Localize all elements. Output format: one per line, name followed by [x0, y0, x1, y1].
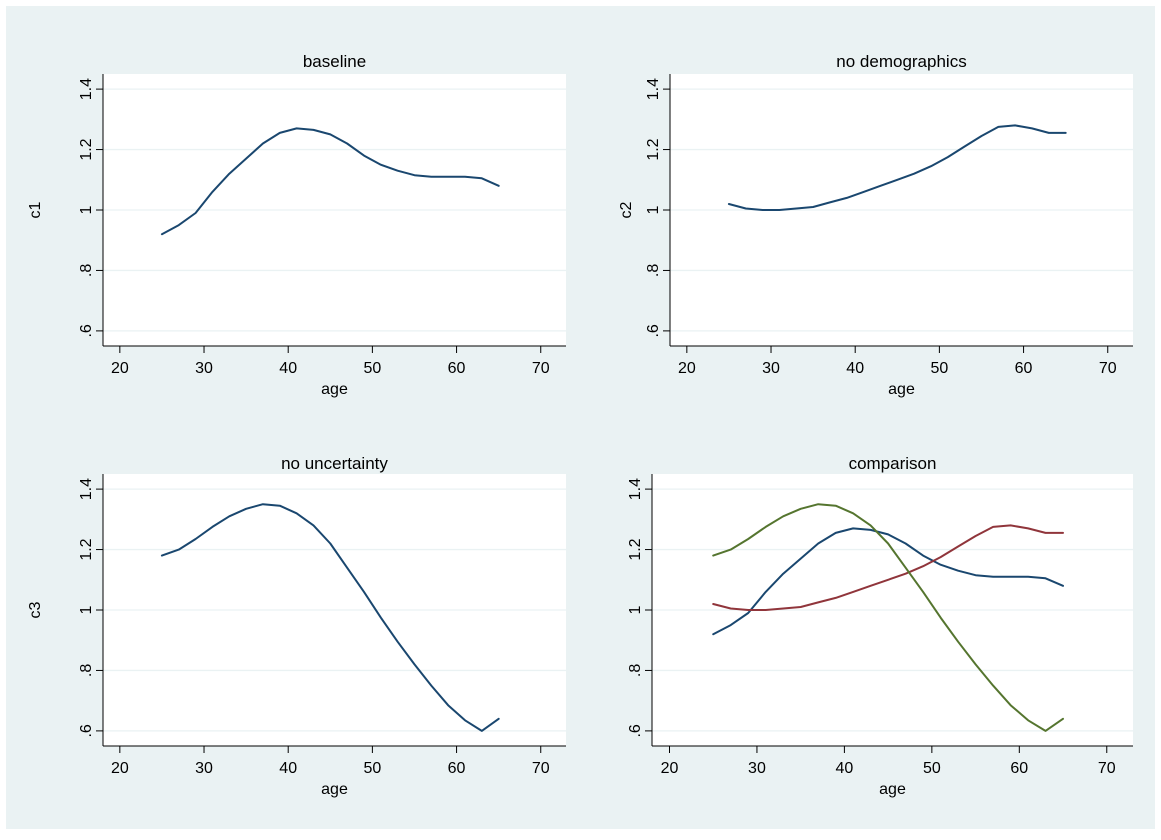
x-tick-label: 20 [111, 360, 129, 377]
y-tick-label: 1.2 [78, 538, 95, 560]
x-tick-label: 40 [279, 760, 297, 777]
x-tick-label: 50 [930, 360, 948, 377]
x-tick-label: 50 [363, 760, 381, 777]
y-tick-label: .8 [78, 264, 95, 277]
panel-title: baseline [303, 52, 366, 71]
x-tick-label: 30 [762, 360, 780, 377]
y-axis-label: c1 [27, 201, 44, 218]
panel-title: no uncertainty [281, 454, 388, 473]
x-tick-label: 20 [678, 360, 696, 377]
y-tick-label: 1.4 [78, 478, 95, 500]
panel-title: no demographics [836, 52, 966, 71]
panel-title: comparison [849, 454, 937, 473]
x-tick-label: 70 [1098, 760, 1116, 777]
x-tick-label: 40 [279, 360, 297, 377]
series-line-1 [160, 127, 500, 236]
y-tick-label: 1.4 [645, 78, 662, 100]
x-tick-label: 60 [1015, 360, 1033, 377]
y-tick-label: 1 [78, 205, 95, 214]
x-tick-label: 40 [836, 760, 854, 777]
y-tick-label: .8 [645, 264, 662, 277]
x-tick-label: 30 [748, 760, 766, 777]
series-line-3 [712, 503, 1064, 732]
y-tick-label: 1 [645, 205, 662, 214]
y-tick-label: 1.2 [78, 138, 95, 160]
y-tick-label: .6 [78, 324, 95, 337]
x-axis-label: age [888, 381, 915, 398]
x-tick-label: 70 [532, 360, 550, 377]
x-tick-label: 30 [195, 760, 213, 777]
series-line-2 [712, 524, 1064, 611]
series-line-1 [712, 527, 1064, 636]
series-line-1 [727, 124, 1067, 211]
y-tick-label: 1.4 [627, 478, 644, 500]
x-tick-label: 50 [923, 760, 941, 777]
x-tick-label: 60 [448, 760, 466, 777]
x-tick-label: 60 [1010, 760, 1028, 777]
y-tick-label: .8 [78, 664, 95, 677]
y-tick-label: .6 [627, 724, 644, 737]
y-tick-label: 1 [627, 605, 644, 614]
x-tick-label: 70 [532, 760, 550, 777]
x-tick-label: 50 [363, 360, 381, 377]
panel-1: 20 30 40 50 60 70 .6 .8 1 1.2 1.4 baseline age c1 [27, 52, 566, 398]
series-line-1 [160, 503, 500, 732]
y-tick-label: .8 [627, 664, 644, 677]
y-tick-label: 1.4 [78, 78, 95, 100]
x-axis-label: age [879, 781, 906, 798]
panel-2: 20 30 40 50 60 70 .6 .8 1 1.2 1.4 no demographics ag… [618, 52, 1133, 398]
y-axis-label: c2 [618, 201, 635, 218]
x-axis-label: age [321, 781, 348, 798]
y-tick-label: 1 [78, 605, 95, 614]
y-tick-label: 1.2 [645, 138, 662, 160]
y-axis-label: c3 [27, 601, 44, 618]
x-tick-label: 20 [111, 760, 129, 777]
x-tick-label: 70 [1099, 360, 1117, 377]
x-tick-label: 60 [448, 360, 466, 377]
x-tick-label: 40 [846, 360, 864, 377]
x-tick-label: 20 [661, 760, 679, 777]
y-tick-label: .6 [645, 324, 662, 337]
y-tick-label: 1.2 [627, 538, 644, 560]
panel-4: 20 30 40 50 60 70 .6 .8 1 1.2 1.4 comparison age [627, 454, 1133, 798]
x-axis-label: age [321, 381, 348, 398]
x-tick-label: 30 [195, 360, 213, 377]
y-tick-label: .6 [78, 724, 95, 737]
panel-3: 20 30 40 50 60 70 .6 .8 1 1.2 1.4 no uncertainty age… [27, 454, 566, 798]
